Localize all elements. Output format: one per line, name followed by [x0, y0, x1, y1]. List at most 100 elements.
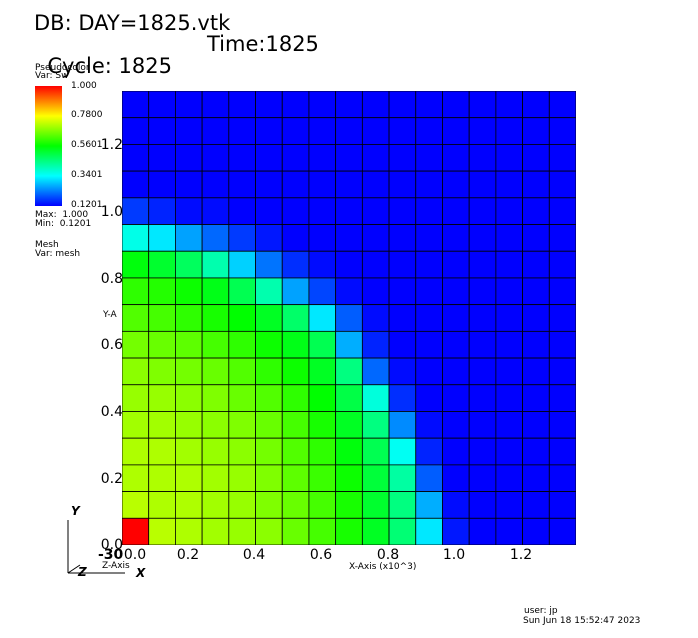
mesh-cell: [442, 277, 470, 306]
mesh-cell: [228, 491, 256, 519]
mesh-cell: [495, 224, 523, 252]
mesh-cell: [468, 437, 497, 466]
mesh-cell: [442, 117, 470, 145]
mesh-cell: [522, 384, 550, 412]
mesh-cell: [122, 170, 150, 199]
mesh-cell: [548, 170, 576, 199]
legend-plot-type: Pseudocolor: [35, 63, 90, 73]
mesh-cell: [281, 384, 310, 412]
mesh-cell: [415, 491, 443, 519]
mesh-cell: [122, 91, 150, 119]
mesh-cell: [255, 144, 283, 172]
mesh-cell: [228, 144, 256, 172]
mesh-cell: [148, 464, 176, 492]
mesh-cell: [175, 250, 203, 279]
mesh-cell: [522, 330, 550, 359]
mesh-cell: [522, 117, 550, 145]
mesh-cell: [308, 144, 337, 172]
mesh-cell: [308, 304, 337, 332]
mesh-cell: [468, 224, 497, 252]
mesh-cell: [388, 170, 417, 199]
mesh-cell: [201, 197, 230, 225]
mesh-cell: [308, 384, 337, 412]
mesh-cell: [442, 197, 470, 225]
mesh-cell: [495, 117, 523, 145]
mesh-cell: [228, 517, 256, 545]
mesh-cell: [228, 411, 256, 439]
legend-mesh: Mesh: [35, 240, 59, 250]
mesh-cell: [201, 437, 230, 466]
axis-triad: [67, 520, 125, 574]
time-label: Time:1825: [207, 32, 319, 56]
mesh-cell: [335, 277, 363, 306]
mesh-cell: [122, 250, 150, 279]
mesh-cell: [548, 224, 576, 252]
mesh-cell: [228, 464, 256, 492]
database-title: DB: DAY=1825.vtk: [34, 11, 231, 35]
mesh-cell: [308, 224, 337, 252]
mesh-cell: [122, 277, 150, 306]
x-tick: 1.2: [509, 547, 533, 563]
mesh-cell: [255, 437, 283, 466]
y-axis-label: Y-A: [103, 310, 117, 320]
mesh-cell: [468, 277, 497, 306]
mesh-cell: [522, 304, 550, 332]
mesh-cell: [548, 304, 576, 332]
mesh-cell: [415, 304, 443, 332]
mesh-cell: [255, 411, 283, 439]
mesh-cell: [548, 277, 576, 306]
mesh-cell: [281, 277, 310, 306]
mesh-cell: [335, 437, 363, 466]
mesh-cell: [255, 357, 283, 386]
mesh-cell: [335, 517, 363, 545]
mesh-cell: [175, 170, 203, 199]
legend-max: Max: 1.000: [35, 210, 89, 220]
mesh-cell: [442, 464, 470, 492]
mesh-cell: [495, 250, 523, 279]
mesh-cell: [228, 250, 256, 279]
mesh-cell: [522, 411, 550, 439]
x-tick: 0.8: [376, 547, 400, 563]
mesh-cell: [122, 144, 150, 172]
legend-mesh-var: Var: mesh: [35, 249, 81, 259]
colorbar-tick: 0.3401: [71, 170, 103, 180]
mesh-cell: [175, 144, 203, 172]
mesh-cell: [361, 517, 390, 545]
mesh-cell: [522, 170, 550, 199]
mesh-cell: [175, 330, 203, 359]
mesh-cell: [255, 330, 283, 359]
mesh-cell: [201, 517, 230, 545]
mesh-cell: [335, 384, 363, 412]
legend-min: Min: 0.1201: [35, 219, 92, 229]
mesh-cell: [442, 384, 470, 412]
mesh-cell: [228, 357, 256, 386]
mesh-cell: [468, 517, 497, 545]
mesh-cell: [308, 250, 337, 279]
mesh-cell: [122, 304, 150, 332]
mesh-cell: [361, 277, 390, 306]
mesh-cell: [415, 437, 443, 466]
pseudocolor-plot[interactable]: [122, 91, 576, 545]
mesh-cell: [228, 304, 256, 332]
mesh-cell: [175, 437, 203, 466]
mesh-cell: [388, 224, 417, 252]
mesh-cell: [335, 491, 363, 519]
mesh-cell: [335, 464, 363, 492]
mesh-cell: [495, 437, 523, 466]
mesh-cell: [201, 170, 230, 199]
mesh-cell: [228, 277, 256, 306]
y-tick: 1.2: [100, 137, 123, 153]
mesh-cell: [548, 197, 576, 225]
mesh-cell: [388, 437, 417, 466]
mesh-cell: [335, 197, 363, 225]
mesh-cell: [308, 117, 337, 145]
mesh-cell: [175, 411, 203, 439]
mesh-cell: [308, 437, 337, 466]
mesh-cell: [201, 330, 230, 359]
mesh-cell: [308, 464, 337, 492]
mesh-cell: [201, 117, 230, 145]
mesh-cell: [201, 250, 230, 279]
mesh-cell: [548, 411, 576, 439]
mesh-cell: [361, 197, 390, 225]
mesh-cell: [122, 117, 150, 145]
